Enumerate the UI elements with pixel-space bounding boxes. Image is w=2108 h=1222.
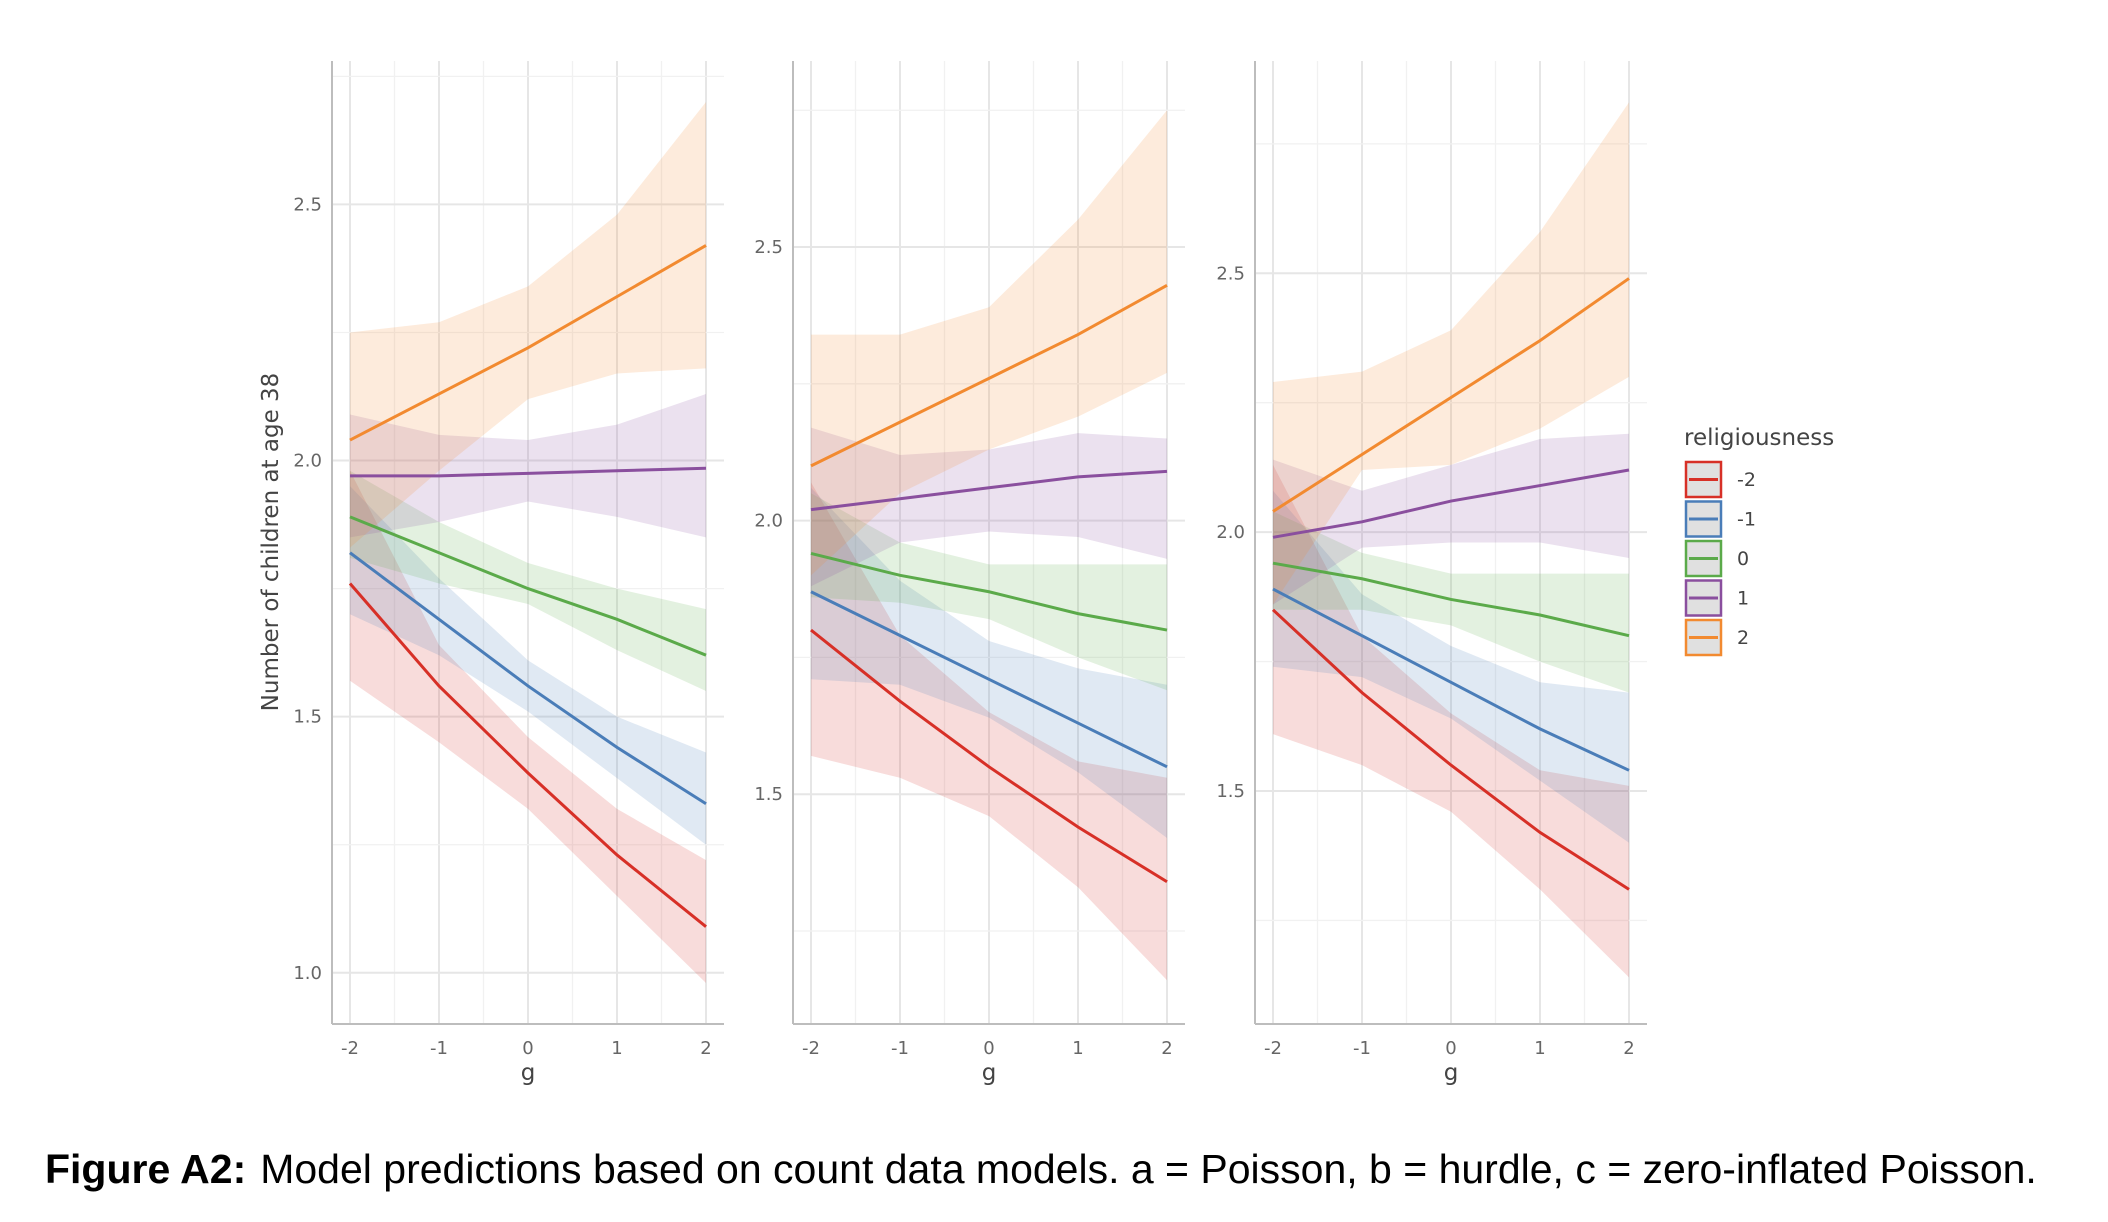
y-tick-label: 2.5 <box>1216 263 1245 284</box>
x-tick-label: 0 <box>522 1038 533 1059</box>
legend-item-2: 2 <box>1684 618 1749 657</box>
series-line--2 <box>348 582 707 928</box>
caption-label: Figure A2: <box>45 1146 247 1192</box>
legend-item--2: -2 <box>1684 460 1756 499</box>
x-tick-label: -2 <box>802 1038 820 1059</box>
y-tick-label: 1.5 <box>293 707 322 728</box>
legend-label: 2 <box>1737 627 1749 649</box>
series-line--1 <box>349 551 707 806</box>
series-line-2 <box>1272 277 1630 513</box>
y-tick-label: 2.5 <box>293 194 322 215</box>
y-tick-label: 1.5 <box>1216 781 1245 802</box>
x-tick-label: -1 <box>891 1038 909 1059</box>
y-tick-label: 2.0 <box>754 511 783 532</box>
y-tick-label: 2.0 <box>1216 522 1245 543</box>
confidence-band--2 <box>811 482 1167 981</box>
x-tick-label: -2 <box>1264 1038 1282 1059</box>
confidence-band-1 <box>350 393 706 538</box>
legend-label: 1 <box>1737 588 1749 610</box>
figure-caption: Figure A2: Model predictions based on cou… <box>45 1146 2037 1193</box>
x-tick-label: 1 <box>1534 1038 1545 1059</box>
confidence-band--1 <box>350 486 706 845</box>
confidence-band-2 <box>1273 102 1629 605</box>
series-line-0 <box>349 515 707 657</box>
x-tick-label: -2 <box>341 1038 359 1059</box>
series-line--1 <box>1272 587 1630 772</box>
x-tick-label: 1 <box>1072 1038 1083 1059</box>
y-tick-label: 2.5 <box>754 237 783 258</box>
confidence-band-2 <box>811 110 1167 576</box>
legend-item-0: 0 <box>1684 539 1749 578</box>
x-tick-label: -1 <box>1353 1038 1371 1059</box>
confidence-band-0 <box>1273 511 1629 693</box>
x-tick-label: 0 <box>983 1038 994 1059</box>
x-tick-label: 2 <box>1161 1038 1172 1059</box>
panel-b: 1.5 2.0 2.5 -2 -1 0 1 2 g <box>754 61 1185 1086</box>
series-line--2 <box>1271 608 1630 891</box>
x-axis-label: g <box>1444 1060 1459 1086</box>
series-line-0 <box>810 551 1168 632</box>
series-line-2 <box>810 284 1168 468</box>
y-axis-label: Number of children at age 38 <box>258 373 284 712</box>
x-tick-label: 0 <box>1445 1038 1456 1059</box>
x-axis-label: g <box>982 1060 997 1086</box>
confidence-band-0 <box>350 470 706 692</box>
confidence-band--2 <box>1273 464 1629 978</box>
series-line-1 <box>810 469 1168 512</box>
legend-item-1: 1 <box>1684 579 1749 617</box>
series-line-1 <box>1272 468 1630 539</box>
y-tick-label: 2.0 <box>293 451 322 472</box>
series-line-0 <box>1272 561 1630 638</box>
y-tick-label: 1.0 <box>293 963 322 984</box>
legend-label: -2 <box>1737 469 1756 491</box>
series-line-1 <box>350 466 707 478</box>
y-tick-label: 1.5 <box>754 784 783 805</box>
x-tick-label: -1 <box>430 1038 448 1059</box>
series-line--1 <box>810 590 1168 769</box>
series-line--2 <box>810 628 1168 884</box>
confidence-band--1 <box>811 487 1167 838</box>
legend: religiousness -2 -1 0 1 2 <box>1684 425 1834 657</box>
panel-c: 1.5 2.0 2.5 -2 -1 0 1 2 g <box>1216 61 1647 1086</box>
x-tick-label: 1 <box>611 1038 622 1059</box>
confidence-band-1 <box>1273 433 1629 605</box>
caption-text: Model predictions based on count data mo… <box>260 1146 2037 1192</box>
legend-item--1: -1 <box>1684 500 1756 538</box>
legend-label: -1 <box>1737 509 1756 531</box>
confidence-band--1 <box>1273 490 1629 843</box>
legend-label: 0 <box>1737 548 1749 570</box>
x-axis-label: g <box>521 1060 536 1086</box>
confidence-band-1 <box>811 427 1167 587</box>
series-line-2 <box>349 244 707 442</box>
x-tick-label: 2 <box>1623 1038 1634 1059</box>
x-tick-label: 2 <box>700 1038 711 1059</box>
legend-title: religiousness <box>1684 425 1834 451</box>
panel-a: 1.0 1.5 2.0 2.5 -2 -1 0 1 2 g <box>293 61 724 1086</box>
confidence-band-2 <box>350 101 706 548</box>
